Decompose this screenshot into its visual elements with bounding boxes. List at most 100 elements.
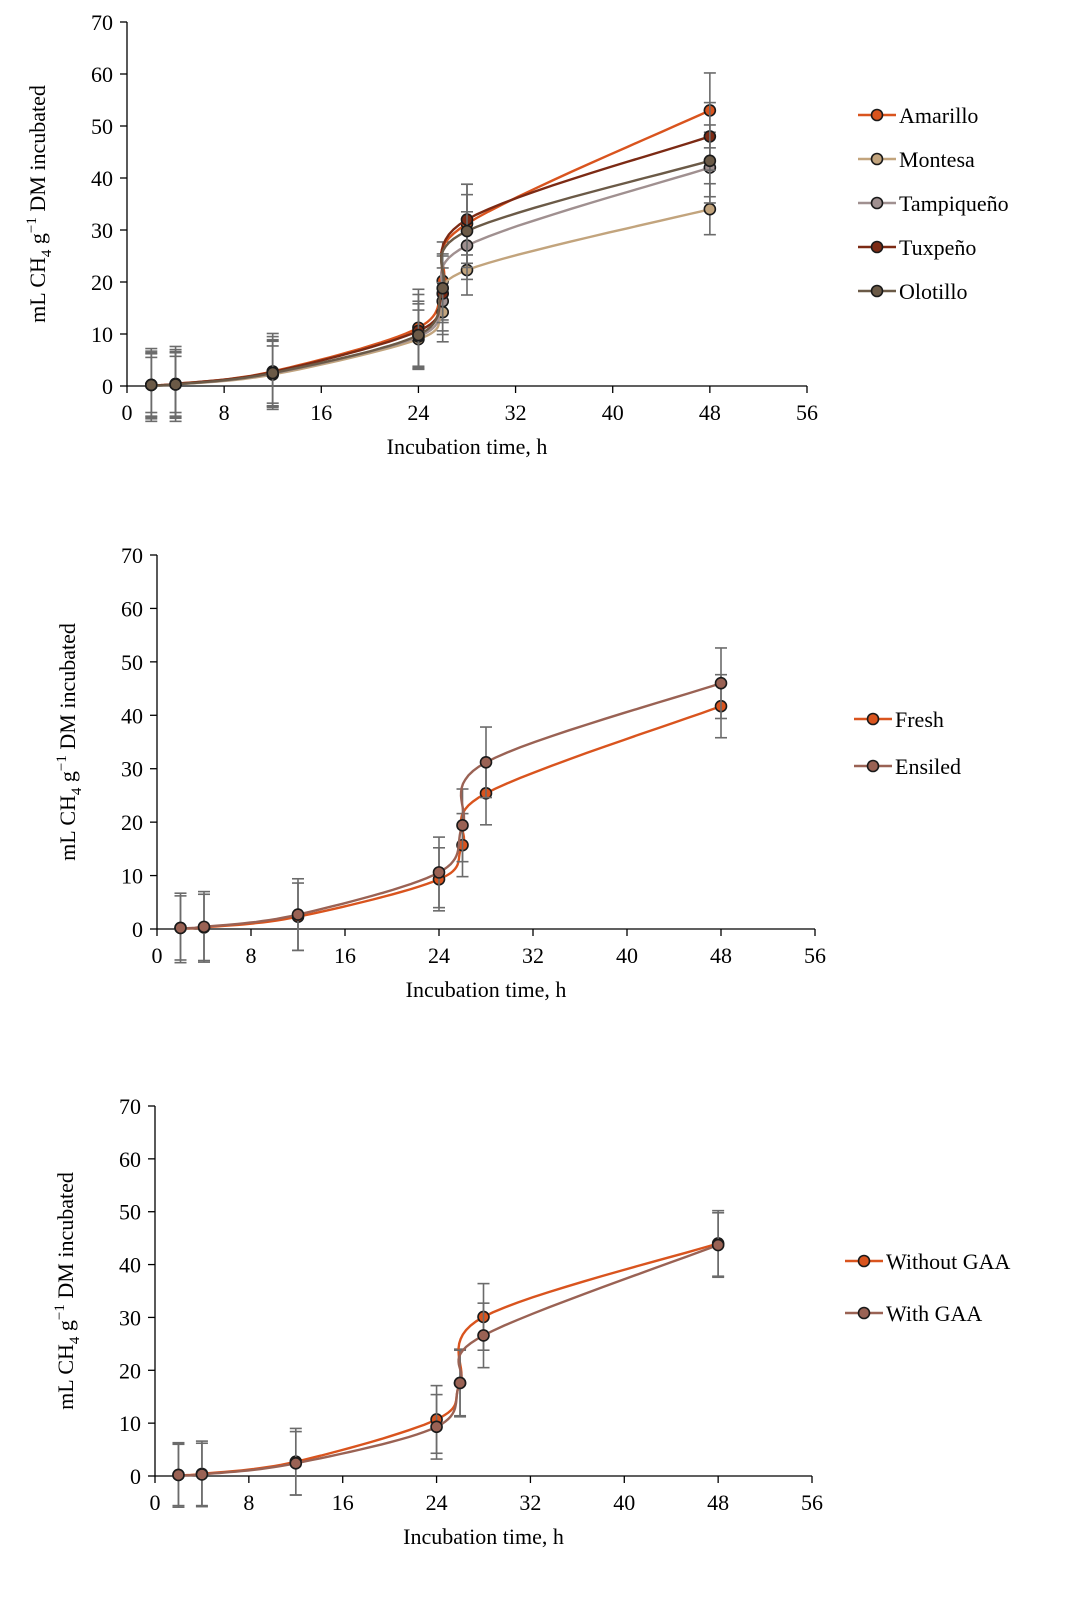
y-tick-label: 70	[119, 1094, 141, 1119]
y-tick-label: 70	[91, 10, 113, 35]
y-tick-label: 0	[102, 374, 113, 399]
legend-marker	[857, 1306, 871, 1320]
legend-label: Without GAA	[886, 1249, 1010, 1274]
legend-label: Fresh	[895, 707, 944, 732]
series-line	[151, 159, 711, 387]
y-tick-label: 50	[121, 650, 143, 675]
legend-marker	[870, 284, 884, 298]
legend-label: Tuxpeño	[899, 235, 976, 260]
y-tick-label: 10	[91, 322, 113, 347]
series-line	[151, 109, 711, 387]
x-tick-label: 48	[699, 400, 721, 425]
y-axis-title: mL CH4 g−1 DM incubated	[24, 85, 55, 323]
series-line	[151, 166, 711, 387]
chart-panel-2: 0 10 20 30 40 50 60 70 0 8 16 24 32 40 48 56 Incubation …	[54, 543, 961, 1002]
y-tick-label: 50	[119, 1200, 141, 1225]
legend-marker	[870, 152, 884, 166]
series-Tuxpeño	[144, 101, 717, 420]
y-tick-label: 60	[121, 596, 143, 621]
legend-label: Amarillo	[899, 103, 978, 128]
x-tick-label: 40	[616, 943, 638, 968]
x-tick-label: 40	[613, 1490, 635, 1515]
data-point	[195, 1468, 209, 1481]
x-tick-label: 32	[519, 1490, 541, 1515]
data-point	[714, 676, 728, 690]
series-Olotillo	[144, 124, 717, 419]
data-point	[172, 1468, 185, 1482]
x-axis-title: Incubation time, h	[403, 1524, 564, 1549]
y-tick-label: 20	[121, 810, 143, 835]
data-point	[266, 366, 280, 380]
x-tick-label: 16	[310, 400, 332, 425]
data-point	[703, 154, 717, 168]
legend-item-Tampiqueño: Tampiqueño	[858, 191, 1009, 216]
series-line	[180, 705, 722, 930]
data-point	[144, 378, 158, 392]
x-tick-label: 0	[152, 943, 163, 968]
data-point	[291, 908, 305, 921]
series-Without GAA	[172, 1209, 725, 1508]
legend-label: Montesa	[899, 147, 975, 172]
y-tick-label: 0	[130, 1464, 141, 1489]
series-line	[180, 682, 722, 930]
legend-marker	[866, 759, 880, 773]
x-tick-label: 24	[407, 400, 429, 425]
legend-marker	[870, 240, 884, 254]
legend-label: With GAA	[886, 1301, 982, 1326]
series-line	[151, 208, 711, 387]
legend-marker	[870, 196, 884, 210]
y-tick-label: 30	[119, 1305, 141, 1330]
x-tick-label: 56	[804, 943, 826, 968]
x-tick-label: 8	[246, 943, 257, 968]
x-tick-label: 32	[522, 943, 544, 968]
data-point	[430, 1420, 443, 1434]
y-tick-label: 40	[91, 166, 113, 191]
x-tick-label: 56	[801, 1490, 823, 1515]
y-tick-label: 30	[121, 757, 143, 782]
y-tick-label: 10	[119, 1411, 141, 1436]
x-tick-label: 8	[243, 1490, 254, 1515]
x-axis-title: Incubation time, h	[387, 434, 548, 459]
y-tick-label: 70	[121, 543, 143, 568]
y-tick-label: 20	[91, 270, 113, 295]
series-With GAA	[172, 1211, 725, 1507]
series-line	[178, 1243, 719, 1477]
chart-panel-3: 0 10 20 30 40 50 60 70 0 8 16 24 32 40 48 56 Incubation …	[52, 1094, 1010, 1549]
data-point	[436, 281, 450, 295]
data-point	[412, 328, 425, 342]
x-tick-label: 24	[428, 943, 450, 968]
x-tick-label: 56	[796, 400, 818, 425]
y-tick-label: 10	[121, 864, 143, 889]
legend-label: Ensiled	[895, 754, 961, 779]
legend-item-Without GAA: Without GAA	[845, 1249, 1010, 1274]
data-point	[711, 1238, 725, 1252]
y-tick-label: 30	[91, 218, 113, 243]
legend-label: Tampiqueño	[899, 191, 1009, 216]
legend-item-Tuxpeño: Tuxpeño	[858, 235, 976, 260]
x-tick-label: 40	[602, 400, 624, 425]
series-line	[151, 135, 711, 387]
y-tick-label: 40	[121, 703, 143, 728]
data-point	[477, 1329, 490, 1342]
x-tick-label: 24	[426, 1490, 448, 1515]
y-tick-label: 50	[91, 114, 113, 139]
legend-item-Olotillo: Olotillo	[858, 279, 967, 304]
y-tick-label: 40	[119, 1253, 141, 1278]
legend-item-With GAA: With GAA	[845, 1301, 982, 1326]
x-tick-label: 0	[150, 1490, 161, 1515]
legend-item-Montesa: Montesa	[858, 147, 975, 172]
x-tick-label: 16	[332, 1490, 354, 1515]
data-point	[169, 378, 182, 391]
data-point	[479, 756, 493, 769]
legend-label: Olotillo	[899, 279, 967, 304]
y-tick-label: 20	[119, 1358, 141, 1383]
series-line	[178, 1242, 719, 1477]
x-tick-label: 32	[505, 400, 527, 425]
data-point	[289, 1457, 303, 1470]
series-Fresh	[174, 673, 728, 962]
data-point	[703, 202, 717, 216]
data-point	[456, 819, 469, 832]
series-Amarillo	[144, 72, 717, 423]
series-Tampiqueño	[144, 131, 717, 417]
